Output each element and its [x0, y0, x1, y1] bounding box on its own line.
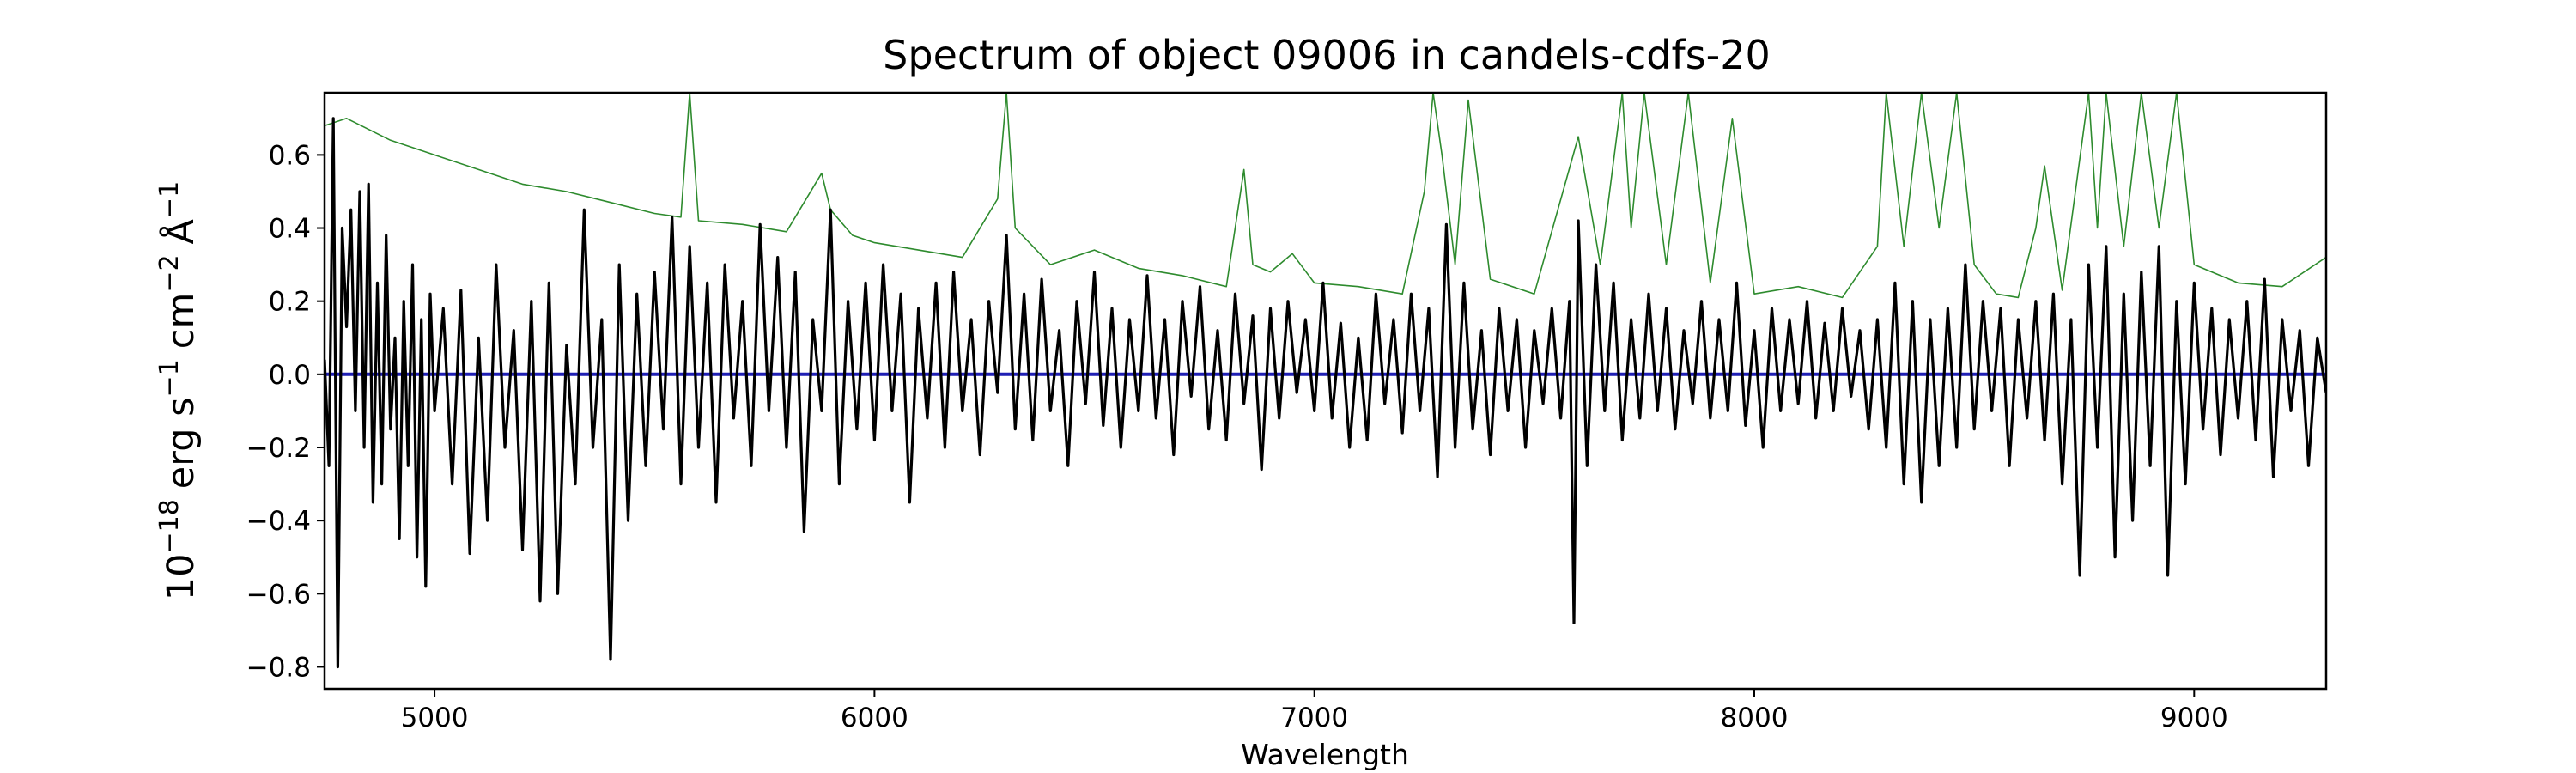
y-label-angstrom-exponent: −1 [155, 181, 185, 219]
y-tick-label: 0.0 [269, 360, 311, 391]
x-tick-label: 6000 [841, 703, 908, 733]
y-tick-label: 0.6 [269, 140, 311, 171]
y-tick-label: −0.2 [246, 433, 311, 464]
y-tick-label: −0.6 [246, 579, 311, 610]
chart-title: Spectrum of object 09006 in candels-cdfs… [883, 32, 1771, 78]
y-axis-ticks: 0.6 0.4 0.2 0.0 −0.2 −0.4 −0.6 −0.8 [246, 140, 325, 683]
y-label-cm: cm [160, 293, 203, 350]
y-axis-label: 10−18erg s−1cm−2Å−1 [155, 181, 203, 600]
x-axis-ticks: 5000 6000 7000 8000 9000 [401, 689, 2228, 733]
axes-frame [323, 91, 2328, 691]
y-label-prefix-exponent: −18 [155, 499, 185, 553]
series-layer [325, 93, 2326, 669]
x-tick-label: 5000 [401, 703, 469, 733]
y-tick-label: −0.4 [246, 506, 311, 537]
x-tick-label: 7000 [1280, 703, 1348, 733]
y-label-prefix: 10 [160, 554, 203, 601]
y-tick-label: 0.2 [269, 287, 311, 318]
y-tick-label: 0.4 [269, 214, 311, 245]
y-tick-label: −0.8 [246, 652, 311, 683]
y-label-angstrom: Å [159, 218, 203, 244]
y-label-units: erg s [160, 397, 203, 489]
error-spectrum-line [325, 93, 2326, 299]
x-tick-label: 9000 [2160, 703, 2228, 733]
x-tick-label: 8000 [1721, 703, 1789, 733]
y-label-s-exponent: −1 [155, 359, 185, 397]
plot-area [325, 93, 2326, 669]
flux-line [325, 117, 2326, 669]
y-label-cm-exponent: −2 [155, 254, 185, 292]
x-axis-label: Wavelength [1241, 738, 1409, 771]
